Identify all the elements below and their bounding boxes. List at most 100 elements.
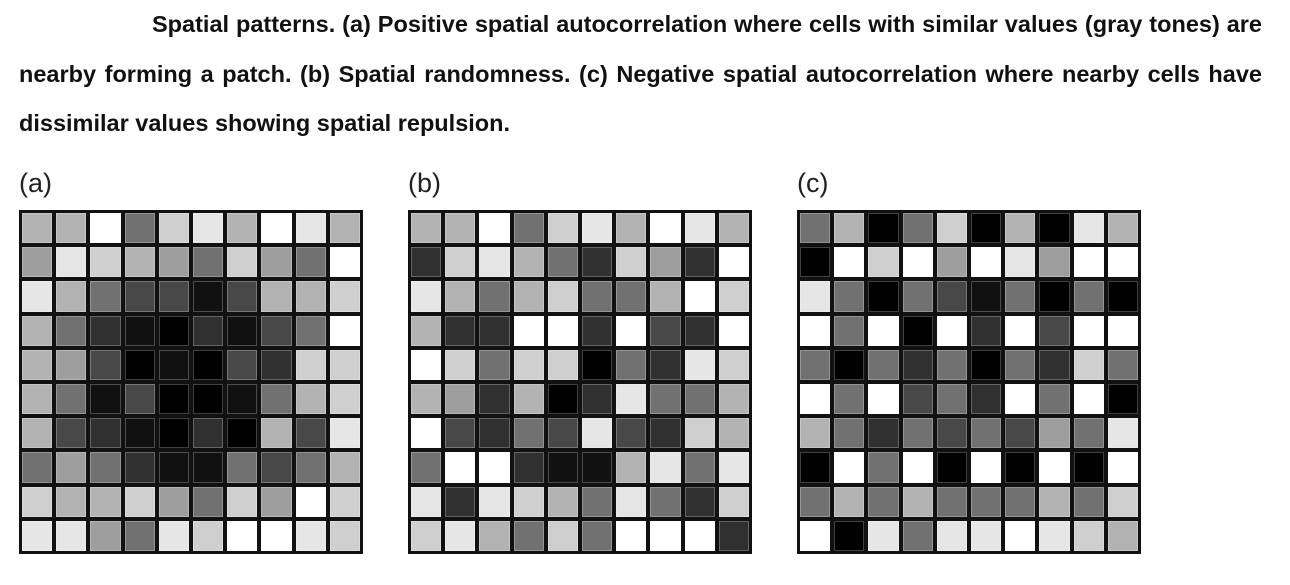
grid-cell — [90, 520, 121, 551]
grid-cell — [718, 213, 749, 244]
grid-cell — [684, 247, 715, 278]
grid-cell — [513, 281, 544, 312]
grid-cell — [445, 247, 476, 278]
grid-cell — [411, 418, 442, 449]
grid-cell — [616, 247, 647, 278]
grid-cell — [971, 384, 1002, 415]
grid-cell — [616, 315, 647, 346]
grid-cell — [834, 213, 865, 244]
grid-cell — [1039, 486, 1070, 517]
grid-cell — [971, 213, 1002, 244]
grid-cell — [718, 281, 749, 312]
grid-cell — [158, 247, 189, 278]
grid-cell — [513, 213, 544, 244]
grid-cell — [1073, 247, 1104, 278]
grid-cell — [124, 349, 155, 380]
grid-cell — [971, 281, 1002, 312]
grid-cell — [868, 281, 899, 312]
grid-cell — [868, 486, 899, 517]
grid-cell — [479, 418, 510, 449]
grid-cell — [650, 418, 681, 449]
grid-cell — [445, 384, 476, 415]
grid-cell — [295, 452, 326, 483]
grid-cell — [1039, 418, 1070, 449]
grid-cell — [56, 520, 87, 551]
grid-cell — [1073, 418, 1104, 449]
grid-cell — [193, 315, 224, 346]
grid-cell — [56, 349, 87, 380]
grid-cell — [936, 452, 967, 483]
grid-cell — [1107, 315, 1138, 346]
grid-cell — [547, 384, 578, 415]
grid-cell — [718, 486, 749, 517]
grid-cell — [411, 349, 442, 380]
grid-cell — [582, 486, 613, 517]
grid-cell — [329, 349, 360, 380]
grid-cell — [158, 418, 189, 449]
grid-cell — [582, 281, 613, 312]
grid-cell — [124, 213, 155, 244]
grid-cell — [868, 349, 899, 380]
grid-cell — [1073, 520, 1104, 551]
grid-cell — [834, 486, 865, 517]
grid-cell — [411, 247, 442, 278]
grid-cell — [582, 384, 613, 415]
grid-cell — [718, 384, 749, 415]
grid-cell — [1005, 520, 1036, 551]
grid-cell — [227, 213, 258, 244]
grid-cell — [158, 213, 189, 244]
grid-cell — [547, 349, 578, 380]
grid-cell — [868, 247, 899, 278]
grid-cell — [971, 349, 1002, 380]
grid-cell — [513, 384, 544, 415]
grid-cell — [445, 281, 476, 312]
grid-cell — [22, 213, 53, 244]
grid-cell — [295, 315, 326, 346]
grid-cell — [329, 486, 360, 517]
grid-cell — [684, 349, 715, 380]
grid-cell — [971, 486, 1002, 517]
grid-cell — [479, 315, 510, 346]
grid-cell — [616, 349, 647, 380]
grid-cell — [547, 520, 578, 551]
grid-cell — [513, 349, 544, 380]
grid-cell — [582, 452, 613, 483]
grid-cell — [158, 486, 189, 517]
grid-cell — [800, 452, 831, 483]
grid-cell — [411, 452, 442, 483]
grid-cell — [1039, 520, 1070, 551]
grid-cell — [684, 452, 715, 483]
grid-cell — [902, 520, 933, 551]
panel-c-label: (c) — [797, 168, 829, 198]
grid-cell — [1005, 384, 1036, 415]
grid-cell — [227, 349, 258, 380]
grid-cell — [800, 281, 831, 312]
grid-cell — [479, 349, 510, 380]
grid-cell — [902, 281, 933, 312]
grid-cell — [411, 520, 442, 551]
grid-cell — [834, 315, 865, 346]
grid-cell — [261, 452, 292, 483]
grid-cell — [616, 281, 647, 312]
grid-cell — [1073, 486, 1104, 517]
grid-cell — [479, 281, 510, 312]
grid-cell — [834, 452, 865, 483]
grid-cell — [800, 520, 831, 551]
grid-cell — [902, 418, 933, 449]
grid-cell — [329, 418, 360, 449]
grid-cell — [902, 213, 933, 244]
grid-cell — [295, 418, 326, 449]
grid-cell — [1039, 315, 1070, 346]
grid-cell — [261, 384, 292, 415]
grid-cell — [1073, 315, 1104, 346]
grid-cell — [582, 213, 613, 244]
grid-cell — [936, 213, 967, 244]
grid-cell — [22, 452, 53, 483]
grid-cell — [936, 315, 967, 346]
grid-cell — [56, 213, 87, 244]
grid-cell — [902, 247, 933, 278]
grid-cell — [1107, 349, 1138, 380]
grid-cell — [158, 384, 189, 415]
grid-cell — [513, 247, 544, 278]
grid-cell — [936, 247, 967, 278]
